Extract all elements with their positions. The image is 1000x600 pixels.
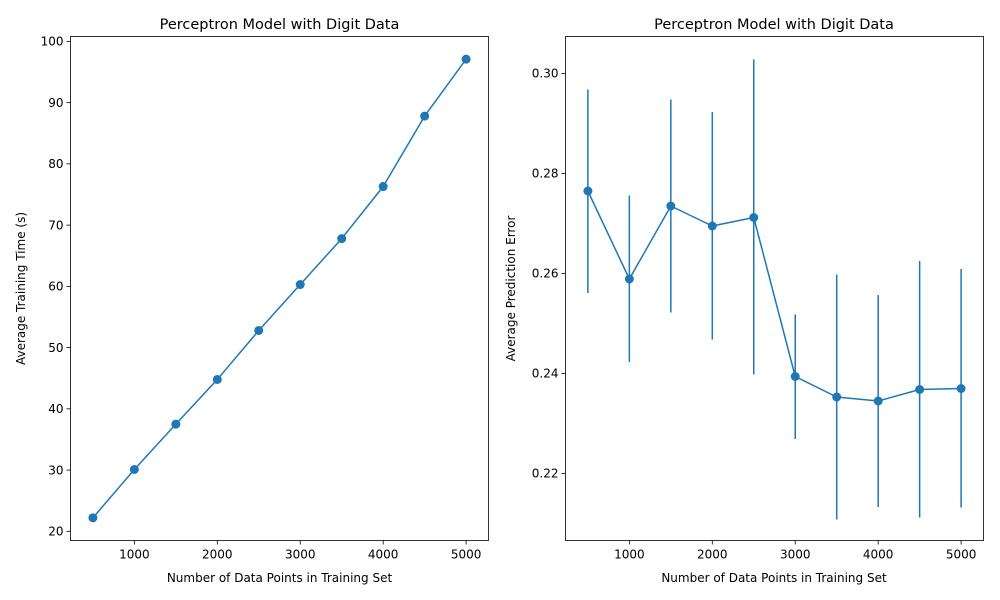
left-data-point	[337, 234, 347, 244]
left-data-point	[212, 374, 222, 384]
left-data-point	[88, 513, 98, 523]
right-x-tick-label: 4000	[863, 548, 894, 562]
right-data-point	[790, 372, 800, 381]
right-data-point	[832, 392, 842, 402]
left-x-tick-label: 1000	[119, 548, 150, 562]
left-y-tick-label: 70	[48, 218, 63, 232]
right-series-line	[587, 190, 962, 402]
right-x-tick-label: 1000	[614, 548, 645, 562]
right-data-point	[624, 274, 634, 284]
right-data-point	[749, 213, 759, 222]
left-series-line	[92, 58, 467, 519]
left-data-point	[378, 182, 388, 192]
left-y-tick-label: 60	[48, 280, 63, 294]
right-y-tick-label: 0.26	[532, 267, 559, 281]
right-plot-area: 1000 2000 3000 4000 5000 0.22 0.24 0.26 0.28 0.30	[532, 59, 977, 562]
right-data-point	[583, 186, 593, 196]
right-data-point	[873, 396, 883, 406]
right-y-tick-label: 0.30	[532, 67, 559, 81]
left-chart-title: Perceptron Model with Digit Data	[160, 17, 400, 33]
right-y-tick-label: 0.22	[532, 467, 559, 481]
left-data-point	[254, 325, 264, 335]
left-y-tick-label: 100	[41, 35, 64, 49]
left-subplot: Perceptron Model with Digit Data 1000 200…	[14, 17, 489, 585]
left-data-point	[461, 54, 471, 64]
left-y-axis-label: Average Training Time (s)	[14, 212, 28, 365]
right-y-tick-label: 0.28	[532, 167, 559, 181]
left-x-tick-label: 3000	[285, 548, 316, 562]
left-y-tick-label: 50	[48, 341, 63, 355]
left-data-point	[420, 111, 430, 121]
left-plot-area: 1000 2000 3000 4000 5000 20 30 40 50 60 70 80 90 100	[41, 35, 482, 562]
left-x-tick-label: 4000	[368, 548, 399, 562]
left-y-tick-label: 90	[48, 96, 63, 110]
left-data-point	[171, 419, 181, 429]
right-y-axis-label: Average Prediction Error	[504, 216, 518, 362]
right-data-point	[915, 385, 925, 394]
left-y-tick-label: 80	[48, 157, 63, 171]
right-data-point	[956, 384, 966, 393]
right-data-point	[666, 201, 676, 211]
left-y-tick-label: 40	[48, 402, 63, 416]
left-data-point	[129, 464, 139, 474]
left-x-axis-label: Number of Data Points in Training Set	[167, 571, 393, 585]
left-axes-frame	[70, 36, 489, 541]
right-y-tick-label: 0.24	[532, 367, 559, 381]
right-x-axis-label: Number of Data Points in Training Set	[661, 571, 887, 585]
left-data-point	[295, 280, 305, 290]
left-y-tick-label: 30	[48, 463, 63, 477]
right-subplot: Perceptron Model with Digit Data 1000 200…	[504, 17, 984, 585]
right-axes-frame	[565, 36, 984, 541]
right-x-tick-label: 5000	[946, 548, 977, 562]
right-data-point	[707, 221, 717, 231]
right-x-tick-label: 2000	[697, 548, 728, 562]
left-x-tick-label: 2000	[202, 548, 233, 562]
left-y-tick-label: 20	[48, 525, 63, 539]
right-chart-title: Perceptron Model with Digit Data	[654, 17, 894, 33]
right-x-tick-label: 3000	[780, 548, 811, 562]
left-x-tick-label: 5000	[451, 548, 482, 562]
